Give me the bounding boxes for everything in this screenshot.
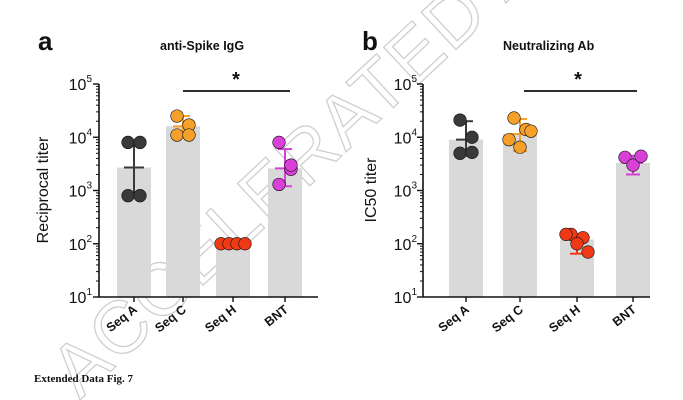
data-point [453, 113, 467, 127]
data-point [507, 111, 521, 125]
bar-bnt [268, 168, 302, 297]
bar-bnt [616, 162, 650, 297]
data-point [465, 145, 479, 159]
data-point [581, 245, 595, 259]
data-point [618, 150, 632, 164]
x-tick-label: Seq H [202, 302, 239, 335]
data-point [524, 124, 538, 138]
data-point [121, 189, 135, 203]
bar-seq-h [216, 243, 250, 297]
y-tick-label: 103 [394, 181, 418, 201]
significance-label: * [574, 69, 582, 91]
panel-letter-b: b [362, 26, 378, 56]
y-tick-label: 103 [69, 181, 93, 201]
y-tick-label: 101 [394, 287, 418, 307]
data-point [513, 140, 527, 154]
x-tick-label: Seq A [436, 302, 472, 335]
data-point [626, 158, 640, 172]
panel-a-title: anti-Spike IgG [160, 39, 244, 53]
x-tick-label: BNT [610, 302, 639, 329]
y-tick-label: 105 [69, 74, 93, 94]
panel-a-ylabel: Reciprocal titer [35, 136, 52, 243]
data-point [121, 135, 135, 150]
y-tick-label: 102 [394, 234, 418, 254]
bar-seq-a [449, 139, 483, 297]
data-point [634, 149, 648, 163]
x-tick-label: Seq H [546, 302, 583, 335]
data-point [284, 158, 298, 172]
panel-a: a anti-Spike IgG Reciprocal titer 101 102… [35, 26, 318, 335]
figure-caption: Extended Data Fig. 7 [34, 373, 134, 385]
panel-b-title: Neutralizing Ab [503, 39, 595, 53]
data-point [170, 128, 184, 142]
data-point [465, 130, 479, 144]
y-tick-label: 104 [69, 127, 93, 147]
data-point [559, 227, 573, 241]
data-point [182, 128, 196, 142]
bar-seq-c [166, 126, 200, 297]
y-tick-label: 101 [69, 287, 93, 307]
data-point [238, 237, 252, 251]
y-tick-label: 102 [69, 234, 93, 254]
data-point [133, 135, 147, 150]
significance-label: * [232, 69, 240, 91]
data-point [133, 189, 147, 203]
data-point [272, 177, 286, 192]
data-point [502, 133, 516, 147]
y-tick-label: 104 [394, 127, 418, 147]
panel-b-ylabel: IC50 titer [363, 157, 380, 223]
bar-seq-c [503, 134, 537, 297]
x-tick-label: BNT [262, 302, 291, 329]
data-point [570, 237, 584, 251]
data-point [170, 109, 184, 123]
x-tick-label: Seq C [489, 302, 526, 335]
data-point [453, 146, 467, 160]
panel-letter-a: a [38, 26, 53, 56]
y-tick-label: 105 [394, 74, 418, 94]
data-point [272, 135, 286, 150]
